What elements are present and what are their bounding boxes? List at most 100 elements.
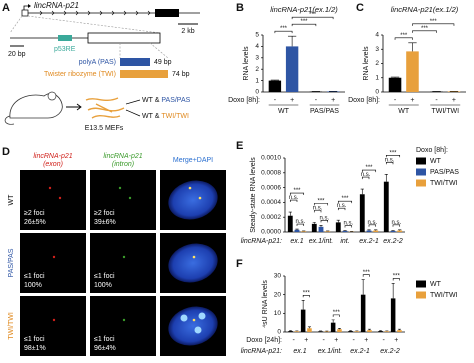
x-axis-label: lincRNA-p21: <box>241 348 282 355</box>
exon-2 <box>155 9 179 17</box>
micrograph <box>90 170 156 230</box>
significance-label: *** <box>309 12 317 18</box>
y-axis-label: RNA levels <box>243 46 250 81</box>
y-tick-label: 0.0004 <box>261 199 281 206</box>
y-tick-label: 0 <box>255 89 259 96</box>
focus <box>52 255 56 259</box>
line-label: WT & TWI/TWI <box>142 113 189 120</box>
line-mutant: TWI/TWI <box>161 113 189 120</box>
significance-label: n.s. <box>392 220 402 226</box>
focus <box>122 318 126 322</box>
y-tick-label: 1 <box>255 77 259 84</box>
error-bar <box>349 330 353 332</box>
bar <box>300 309 306 332</box>
x-axis-label: lincRNA-p21: <box>241 238 282 245</box>
nuclear-body <box>198 312 206 320</box>
condition-label: - <box>435 97 438 104</box>
condition-label: - <box>315 97 318 104</box>
y-tick-label: 2 <box>255 66 259 73</box>
foci-label: ≤1 foci <box>94 336 115 343</box>
mouse-tail <box>4 115 15 125</box>
panel-letter: D <box>2 146 10 158</box>
insert-name: polyA (PAS) <box>79 59 116 66</box>
legend-label: WT <box>430 281 442 288</box>
insert-name: Twister ribozyme (TWI) <box>44 71 116 78</box>
x-axis-label: Doxo [24h]: <box>246 337 282 344</box>
significance-bracket <box>332 314 340 317</box>
condition-label: + <box>331 97 335 104</box>
error-bar <box>295 228 299 230</box>
tss-arrowhead <box>28 4 31 8</box>
foci-label: 98±1% <box>24 345 46 352</box>
column-detail: (intron) <box>112 161 134 168</box>
bar <box>335 222 341 232</box>
y-tick-label: 0 <box>375 89 379 96</box>
micrograph <box>20 170 86 230</box>
error-bar <box>390 76 400 78</box>
exon-1 <box>21 9 29 17</box>
significance-bracket <box>274 30 293 34</box>
error-bar <box>360 188 364 195</box>
condition-label: + <box>410 97 414 104</box>
significance-label: *** <box>333 310 341 316</box>
y-tick-label: 1 <box>375 74 379 81</box>
focus <box>118 186 122 190</box>
foci-label: ≤1 foci <box>24 336 45 343</box>
significance-bracket <box>337 207 346 211</box>
significance-bracket <box>362 274 370 277</box>
y-tick-label: 0.0008 <box>261 170 281 177</box>
significance-label: *** <box>317 198 325 204</box>
foci-label: 26±5% <box>24 219 46 226</box>
y-tick-label: 0.0002 <box>261 214 281 221</box>
bar <box>406 51 419 92</box>
condition-label: - <box>353 337 356 344</box>
bar <box>301 231 307 232</box>
significance-bracket <box>361 176 370 180</box>
chart-title: lincRNA-p21(ex.1/2) <box>391 5 459 14</box>
significance-label: *** <box>363 270 371 276</box>
bar <box>307 328 312 332</box>
significance-bracket <box>289 192 305 196</box>
error-bar <box>312 222 316 224</box>
significance-bracket <box>385 154 401 158</box>
x-tick-label: ex.2-1 <box>350 348 370 355</box>
line-wt: WT & <box>142 113 160 120</box>
error-bar <box>288 211 292 216</box>
zoom-lines <box>9 15 161 34</box>
mouse-ear <box>47 91 57 101</box>
y-tick-label: 0 <box>277 329 281 336</box>
micrograph <box>90 233 156 293</box>
nucleus <box>168 243 218 283</box>
x-tick-label: WT <box>278 108 290 115</box>
intron-chevrons <box>39 10 151 16</box>
micrograph <box>20 296 86 356</box>
focus <box>58 196 62 200</box>
error-bar <box>408 42 417 52</box>
x-axis-label: Doxo [8h]: <box>228 97 260 104</box>
arrow <box>66 103 82 111</box>
error-bar <box>319 225 323 227</box>
panel-letter: A <box>2 2 10 14</box>
legend-title: Doxo [8h]: <box>416 147 448 154</box>
pas-insert <box>120 58 150 66</box>
error-bar <box>337 327 341 330</box>
y-tick-label: 20 <box>274 291 282 298</box>
foci-label: ≥2 foci <box>24 210 45 217</box>
legend-swatch <box>416 179 426 187</box>
significance-label: *** <box>365 165 373 171</box>
x-tick-label: ex.1 <box>290 238 303 245</box>
significance-bracket <box>412 30 437 33</box>
significance-bracket <box>337 200 353 204</box>
y-tick-label: 2 <box>375 60 379 67</box>
bar <box>294 331 300 332</box>
panel-a: A lincRNA-p21 2 kb p53RE 20 bp polyA (PA… <box>2 1 200 132</box>
x-tick-label: ex.2-2 <box>380 348 400 355</box>
y-axis-label: ⁴sU RNA levels <box>262 280 269 328</box>
y-tick-label: 0.0006 <box>261 184 281 191</box>
foci-label: 96±4% <box>94 345 116 352</box>
x-tick-label: ex.2-2 <box>383 238 403 245</box>
foci-label: ≤1 foci <box>24 273 45 280</box>
foci-label: ≤1 foci <box>94 273 115 280</box>
error-bar <box>289 330 293 332</box>
error-bar <box>270 79 280 81</box>
